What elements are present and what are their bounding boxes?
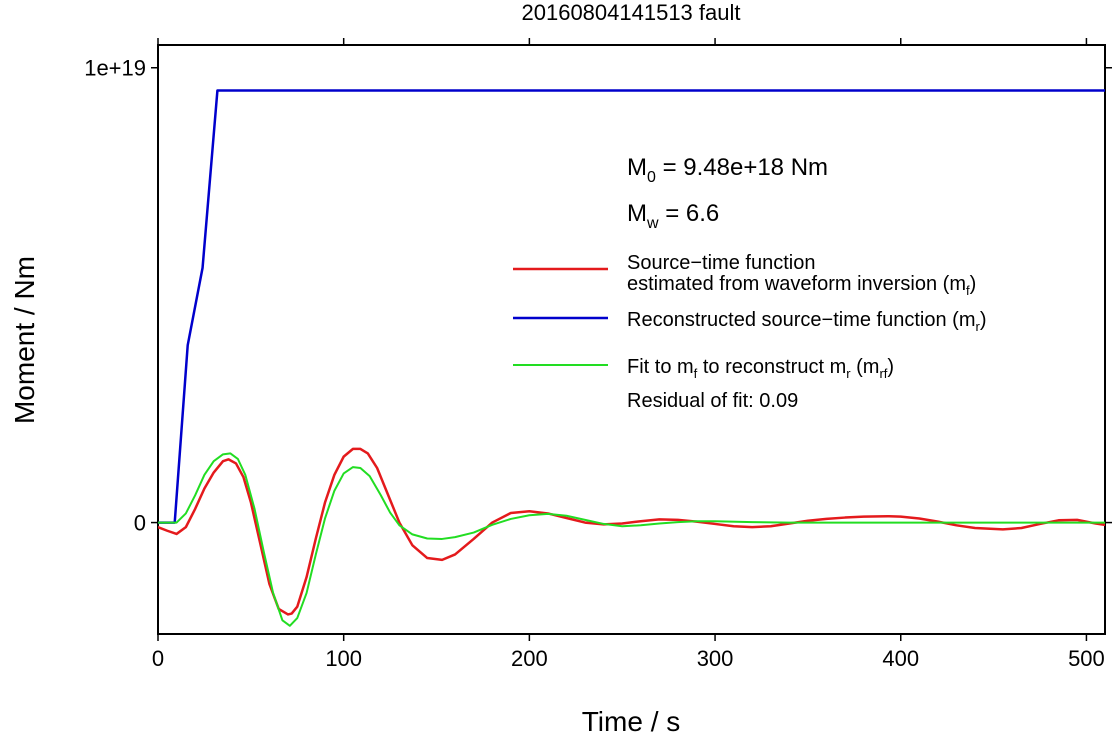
mw-value: = 6.6 [659, 200, 720, 227]
plot-area-border [157, 44, 1106, 635]
x-axis-label: Time / s [582, 706, 681, 736]
legend-mrf-text1: Fit to m [627, 356, 694, 378]
m0-symbol: M [627, 154, 647, 181]
legend-label-mr: Reconstructed source−time function (mr) [627, 309, 987, 334]
annotations: M0 = 9.48e+18 Nm Mw = 6.6 Residual of fi… [627, 154, 828, 412]
mw-annotation: Mw = 6.6 [627, 200, 719, 232]
legend-label-mrf: Fit to mf to reconstruct mr (mrf) [627, 356, 894, 381]
x-tick-label-2: 200 [511, 646, 548, 671]
legend-label-mf-line1: Source−time function [627, 252, 815, 274]
legend-mrf-after: ) [887, 356, 894, 378]
legend-mr-sub: r [976, 319, 981, 334]
x-tick-label-1: 100 [325, 646, 362, 671]
axis-tick-labels: 0 100 200 300 400 500 0 1e+19 [84, 56, 1105, 671]
m0-subscript: 0 [647, 169, 656, 186]
legend-mrf-sub3: rf [879, 366, 887, 381]
chart-title: 20160804141513 fault [522, 0, 741, 25]
series-line-mrf [158, 452, 1105, 627]
legend-mf-text: estimated from waveform inversion (m [627, 273, 966, 295]
legend-mrf-sub2: r [846, 366, 851, 381]
x-tick-label-3: 300 [697, 646, 734, 671]
series-line-mf [158, 447, 1105, 616]
y-tick-label-0: 0 [134, 511, 146, 536]
axis-ticks [151, 38, 1112, 641]
m0-value: = 9.48e+18 Nm [656, 154, 828, 181]
legend-mr-after: ) [980, 309, 987, 331]
legend-mf-sub: f [966, 283, 970, 298]
x-tick-label-5: 500 [1068, 646, 1105, 671]
x-tick-label-0: 0 [152, 646, 164, 671]
x-tick-label-4: 400 [882, 646, 919, 671]
y-axis-label: Moment / Nm [9, 256, 40, 424]
legend-mrf-text3: (m [851, 356, 880, 378]
mw-symbol: M [627, 200, 647, 227]
legend-mr-text: Reconstructed source−time function (m [627, 309, 976, 331]
y-tick-label-1: 1e+19 [84, 56, 146, 81]
m0-annotation: M0 = 9.48e+18 Nm [627, 154, 828, 186]
legend-mf-after: ) [970, 273, 977, 295]
legend: Source−time function estimated from wave… [513, 252, 987, 381]
legend-label-mf-line2: estimated from waveform inversion (mf) [627, 273, 976, 298]
residual-annotation: Residual of fit: 0.09 [627, 390, 798, 412]
legend-mrf-sub1: f [694, 366, 698, 381]
legend-mrf-text2: to reconstruct m [697, 356, 846, 378]
series-layer [158, 89, 1105, 627]
plot-frame [157, 44, 1106, 635]
mw-subscript: w [646, 215, 659, 232]
